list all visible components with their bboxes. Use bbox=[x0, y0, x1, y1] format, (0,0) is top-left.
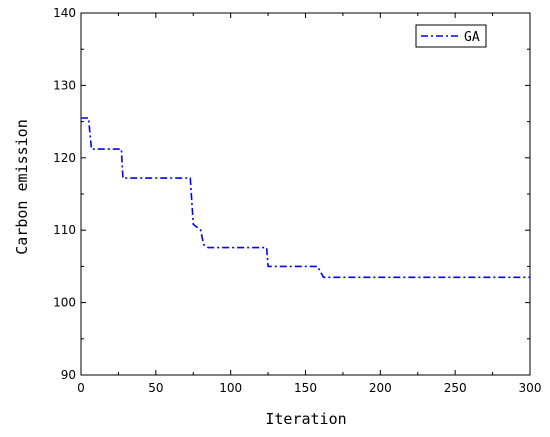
x-axis-title: Iteration bbox=[265, 410, 346, 428]
y-tick-label: 110 bbox=[53, 223, 76, 237]
legend-label-ga: GA bbox=[464, 30, 480, 45]
x-tick-label: 0 bbox=[77, 381, 85, 395]
y-tick-label: 140 bbox=[53, 6, 76, 20]
x-tick-label: 250 bbox=[444, 381, 467, 395]
plot-area-border bbox=[80, 12, 531, 376]
y-tick-label: 120 bbox=[53, 151, 76, 165]
y-tick-label: 130 bbox=[53, 78, 76, 92]
y-tick-label: 90 bbox=[61, 368, 76, 382]
series-line-ga bbox=[81, 117, 530, 279]
y-tick-label: 100 bbox=[53, 296, 76, 310]
x-tick-label: 300 bbox=[519, 381, 542, 395]
legend: GA bbox=[415, 24, 487, 48]
x-tick-label: 200 bbox=[369, 381, 392, 395]
x-tick-label: 100 bbox=[219, 381, 242, 395]
x-tick-label: 150 bbox=[294, 381, 317, 395]
x-tick-label: 50 bbox=[148, 381, 163, 395]
y-axis-title: Carbon emission bbox=[13, 119, 31, 254]
